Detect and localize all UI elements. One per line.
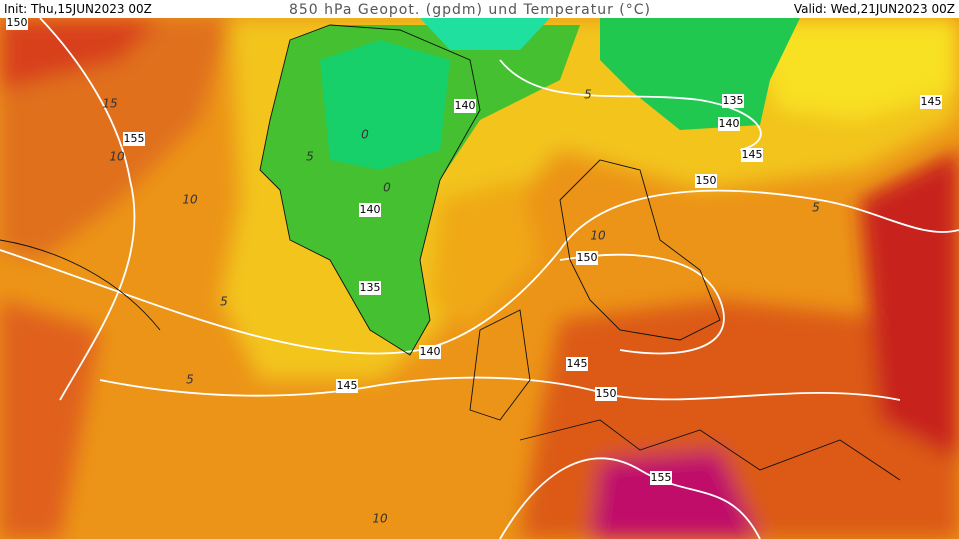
geopotential-label: 140: [719, 117, 740, 130]
geopotential-label: 145: [337, 379, 358, 392]
isoline: [559, 253, 725, 355]
geopotential-label: 150: [696, 174, 717, 187]
hot-region: [860, 150, 959, 460]
coastline: [559, 159, 721, 341]
temperature-label: 5: [306, 150, 314, 164]
warm-region: [0, 300, 100, 539]
coastline: [259, 24, 481, 356]
temperature-label: 0: [361, 128, 369, 142]
geopotential-label: 155: [651, 471, 672, 484]
geopotential-label: 140: [420, 345, 441, 358]
coastline: [519, 419, 901, 481]
isoline: [99, 376, 901, 401]
label-box: [419, 345, 441, 359]
coldest-region: [420, 18, 550, 50]
temperature-label: 10: [372, 512, 388, 526]
temperature-label: 15: [102, 97, 117, 111]
geopotential-label: 135: [723, 94, 744, 107]
label-box: [650, 471, 672, 485]
temperature-label: 5: [186, 373, 194, 387]
coastlines: [0, 24, 901, 481]
geopotential-label: 140: [455, 99, 476, 112]
label-box: [695, 174, 717, 188]
geopotential-label: 140: [360, 203, 381, 216]
colder-region: [320, 40, 450, 170]
valid-time: Valid: Wed,21JUN2023 00Z: [794, 2, 955, 16]
isoline: [499, 457, 761, 539]
isoline: [0, 189, 959, 355]
label-box: [336, 379, 358, 393]
geopotential-label: 145: [742, 148, 763, 161]
cold-region: [600, 18, 800, 130]
label-box: [920, 95, 942, 109]
label-box: [454, 99, 476, 113]
geopotential-label: 150: [596, 387, 617, 400]
temperature-field: [0, 18, 959, 539]
geopotential-label: 135: [360, 281, 381, 294]
temperature-label: 5: [812, 201, 820, 215]
label-box: [595, 387, 617, 401]
cool-region: [740, 18, 959, 120]
temperature-label: 10: [590, 229, 606, 243]
mild-region: [430, 180, 540, 330]
label-box: [722, 94, 744, 108]
hottest-region: [590, 450, 760, 539]
label-box: [718, 117, 740, 131]
hot-region: [0, 18, 160, 90]
geopotential-label: 145: [921, 95, 942, 108]
map-title: 850 hPa Geopot. (gpdm) und Temperatur (°…: [289, 2, 651, 18]
geopotential-label: 155: [124, 132, 145, 145]
label-box: [741, 148, 763, 162]
coastline: [469, 309, 531, 421]
temperature-label: 5: [584, 88, 592, 102]
warm-region: [0, 18, 230, 260]
label-box: [123, 132, 145, 146]
label-box: [576, 251, 598, 265]
isoline: [39, 17, 136, 401]
isoline: [499, 59, 762, 151]
isolines: [0, 17, 959, 539]
geopotential-label: 145: [567, 357, 588, 370]
init-time: Init: Thu,15JUN2023 00Z: [4, 2, 152, 16]
geopotential-label: 150: [7, 16, 28, 29]
temperature-label: 10: [182, 193, 198, 207]
label-box: [359, 281, 381, 295]
label-box: [6, 16, 28, 30]
header-bar: [0, 0, 959, 18]
temperature-label: 0: [383, 181, 391, 195]
coastline: [0, 239, 161, 331]
temperature-label: 5: [220, 295, 228, 309]
label-box: [359, 203, 381, 217]
geopotential-label: 150: [577, 251, 598, 264]
temperature-label: 10: [109, 150, 125, 164]
label-box: [566, 357, 588, 371]
